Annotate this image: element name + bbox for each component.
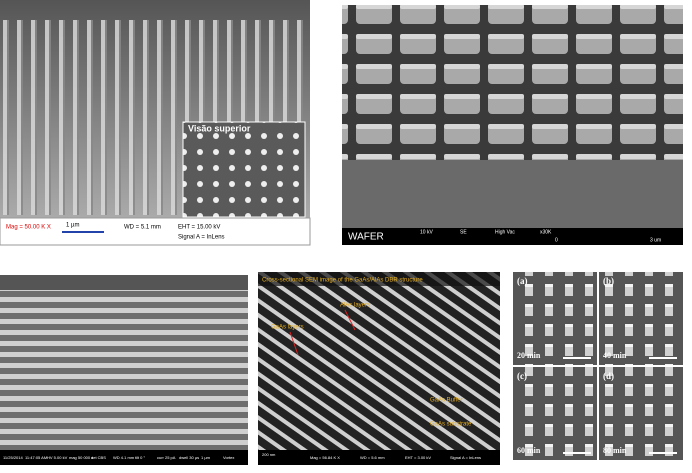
wafer-base — [342, 160, 683, 228]
info: 10 kV — [420, 229, 433, 235]
info-bar — [258, 450, 500, 465]
info: Mag = 50.00 K X — [6, 225, 51, 231]
subpanel-letter: (b) — [603, 276, 614, 286]
info: WD = 5.1 mm — [124, 225, 161, 231]
title: Cross-sectional SEM image of the GaAs/Al… — [262, 278, 423, 284]
subpanel-time: 80 min — [603, 446, 627, 455]
arrow — [344, 309, 356, 331]
sem-image — [599, 272, 683, 365]
info: Mag = 56.84 K X — [310, 455, 340, 460]
info-bar — [0, 450, 248, 465]
info: 3 um — [650, 237, 661, 243]
subpanel-time: 60 min — [517, 446, 541, 455]
info: Signal A = InLens — [450, 455, 481, 460]
info: HV 5.00 kV — [47, 455, 68, 460]
info: EHT = 3.00 kV — [405, 455, 431, 460]
annotation: GaAs Buffer — [430, 398, 463, 404]
info: EHT = 15.00 kV — [178, 225, 220, 231]
info: 1 µm — [66, 223, 79, 229]
info-group: 11/25/2014 11:47:05 AM HV 5.00 kV mag 50 00… — [3, 455, 234, 460]
annotation: GaAs layers — [271, 325, 304, 331]
title-bg — [258, 272, 500, 286]
inset — [182, 121, 306, 218]
info: Signal A = InLens — [178, 235, 225, 241]
subpanel-letter: (c) — [517, 371, 527, 381]
subpanel-grid: (a) 20 min (b) 40 min (c) 60 min (d) 80 min — [513, 272, 683, 460]
info: High Vac — [495, 229, 515, 235]
info: det CBS — [91, 455, 106, 460]
sem-image — [513, 272, 597, 365]
label: WAFER — [348, 232, 384, 243]
info: WD = 5.6 mm — [360, 455, 385, 460]
info: 11/25/2014 — [3, 455, 23, 460]
sem-image — [258, 272, 500, 450]
sem-image — [513, 367, 597, 460]
annotation: AlAs layers — [340, 303, 370, 309]
subpanel-time: 40 min — [603, 351, 627, 360]
inset-title: Visão superior — [188, 123, 251, 133]
info: SE — [460, 229, 467, 235]
info: 11:47:05 AM — [25, 455, 47, 460]
info-bar — [342, 228, 683, 245]
subpanel-time: 20 min — [517, 351, 541, 360]
subpanel-letter: (a) — [517, 276, 528, 286]
annotation: GaAs substrate — [430, 422, 472, 428]
top-layer — [0, 275, 248, 290]
info: curr 25 pA — [157, 455, 176, 460]
arrow — [289, 331, 299, 356]
info: 1 µm — [201, 455, 211, 460]
sem-image — [0, 275, 248, 450]
info: x30K — [540, 229, 552, 235]
info: WD 4.1 mm — [113, 455, 135, 460]
info: 200 nm — [262, 452, 276, 457]
info: Vortex — [223, 455, 234, 460]
info: dwell 30 µs — [179, 455, 199, 460]
sem-image — [599, 367, 683, 460]
info-bar — [0, 217, 311, 246]
subpanel-letter: (d) — [603, 371, 614, 381]
info: tilt 0 ° — [135, 455, 145, 460]
info: 0 — [555, 237, 558, 243]
info: mag 50 000 x — [69, 455, 93, 460]
